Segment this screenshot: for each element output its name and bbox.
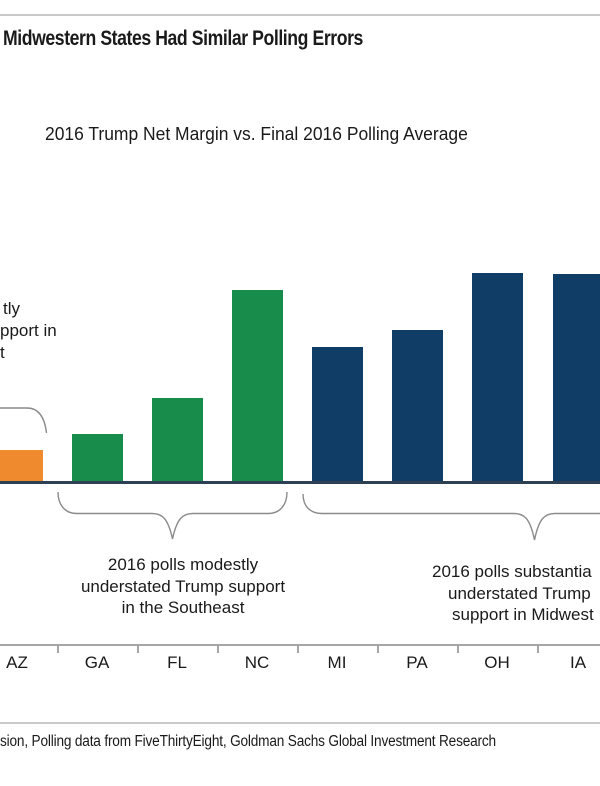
bar-IA [552, 274, 600, 481]
bar-FL [151, 398, 203, 481]
annotation-midwest-line-3: support in Midwest [452, 605, 594, 624]
bar-MI [311, 347, 363, 481]
x-axis-tick [57, 645, 59, 653]
x-label-IA: IA [569, 653, 587, 672]
brace-southeast [57, 491, 288, 540]
bar-OH [471, 273, 523, 481]
x-axis-tick [457, 645, 459, 653]
x-label-OH: OH [484, 653, 510, 672]
x-axis-tick [377, 645, 379, 653]
x-label-FL: FL [167, 653, 187, 672]
annotation-midwest-line-2: understated Trump [448, 584, 591, 603]
x-axis-line [0, 644, 600, 646]
x-label-PA: PA [406, 653, 428, 672]
x-axis-tick [217, 645, 219, 653]
x-label-NC: NC [244, 653, 270, 672]
bar-PA [391, 330, 443, 481]
footer-divider [0, 722, 600, 724]
brace-midwest [302, 493, 600, 541]
x-axis-tick [537, 645, 539, 653]
x-axis-tick [297, 645, 299, 653]
chart-title: 2016 Trump Net Margin vs. Final 2016 Pol… [45, 124, 468, 144]
source-attribution: sion, Polling data from FiveThirtyEight,… [0, 733, 496, 750]
page-title: Midwestern States Had Similar Polling Er… [3, 27, 363, 50]
top-divider [0, 14, 600, 16]
annotation-southwest-clipped-line-3: t [0, 343, 5, 362]
zero-baseline [0, 481, 600, 484]
brace-southwest-partial [0, 407, 48, 434]
annotation-midwest-line-1: 2016 polls substantia [432, 562, 592, 581]
x-axis-tick [137, 645, 139, 653]
x-label-AZ: AZ [6, 653, 28, 672]
bar-NC [231, 290, 283, 481]
annotation-southwest-clipped-line-2: pport in [0, 321, 57, 340]
x-label-MI: MI [327, 653, 347, 672]
annotation-southeast: 2016 polls modestly understated Trump su… [80, 555, 286, 617]
annotation-southwest-clipped-line-1: tly [3, 299, 20, 318]
bar-GA [71, 434, 123, 481]
x-label-GA: GA [84, 653, 110, 672]
bar-AZ [0, 450, 43, 481]
